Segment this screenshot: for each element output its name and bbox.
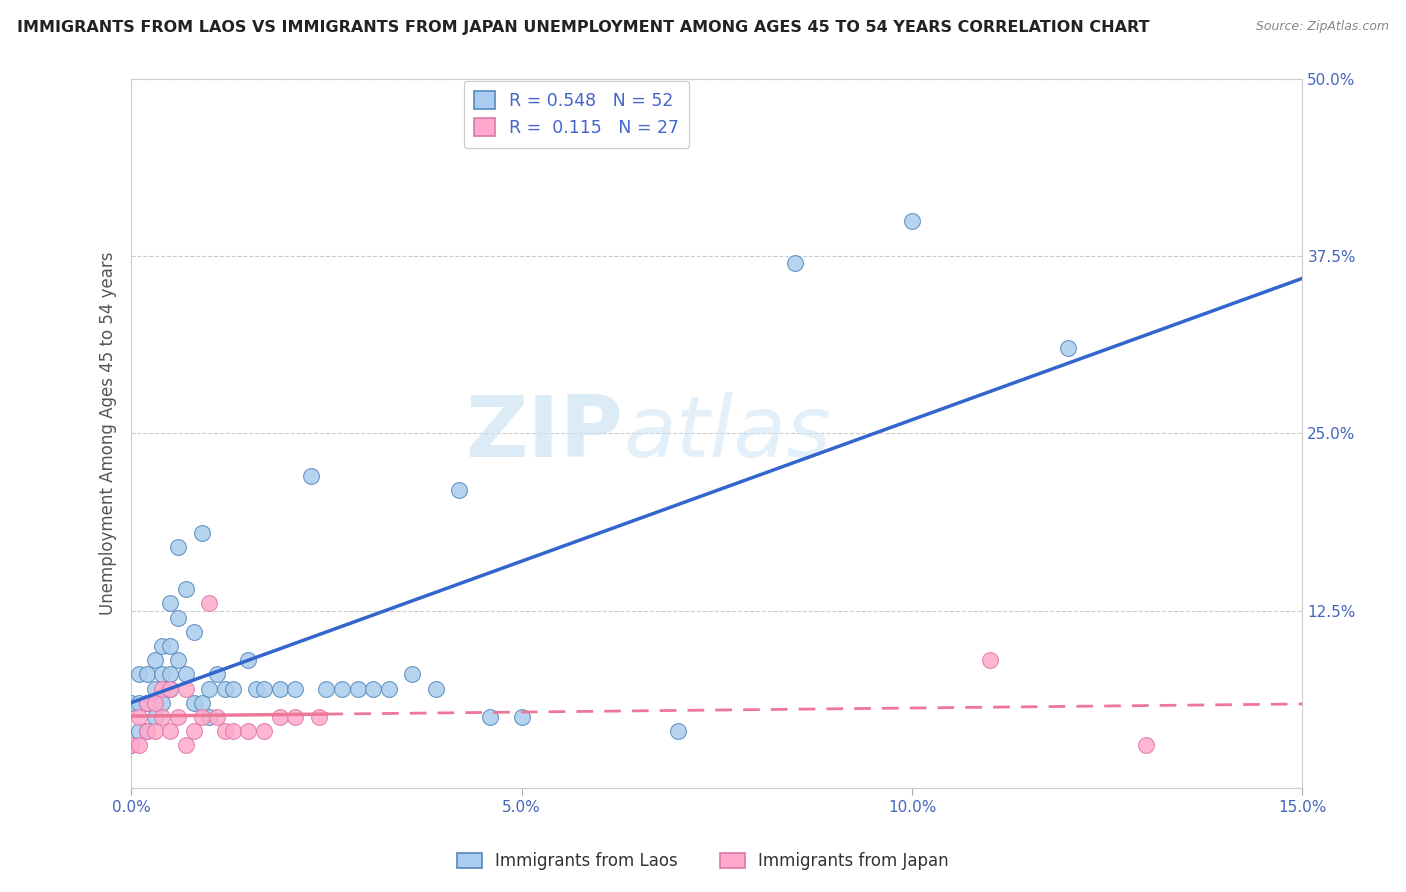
Point xyxy=(143,710,166,724)
Point xyxy=(128,738,150,752)
Point xyxy=(135,696,157,710)
Point xyxy=(152,667,174,681)
Point xyxy=(198,597,221,611)
Point xyxy=(183,624,205,639)
Text: IMMIGRANTS FROM LAOS VS IMMIGRANTS FROM JAPAN UNEMPLOYMENT AMONG AGES 45 TO 54 Y: IMMIGRANTS FROM LAOS VS IMMIGRANTS FROM … xyxy=(17,20,1149,35)
Point xyxy=(128,696,150,710)
Point xyxy=(120,696,142,710)
Point xyxy=(425,681,447,696)
Point xyxy=(205,710,228,724)
Y-axis label: Unemployment Among Ages 45 to 54 years: Unemployment Among Ages 45 to 54 years xyxy=(100,252,117,615)
Point xyxy=(167,710,190,724)
Point xyxy=(979,653,1001,667)
Point xyxy=(159,681,181,696)
Point xyxy=(174,738,197,752)
Point xyxy=(284,710,307,724)
Point xyxy=(135,667,157,681)
Point xyxy=(510,710,533,724)
Text: Source: ZipAtlas.com: Source: ZipAtlas.com xyxy=(1256,20,1389,33)
Legend: Immigrants from Laos, Immigrants from Japan: Immigrants from Laos, Immigrants from Ja… xyxy=(450,846,956,877)
Point xyxy=(214,681,236,696)
Point xyxy=(167,610,190,624)
Point xyxy=(159,667,181,681)
Point xyxy=(143,724,166,739)
Point xyxy=(346,681,368,696)
Point xyxy=(253,724,276,739)
Point xyxy=(159,724,181,739)
Point xyxy=(143,681,166,696)
Point xyxy=(378,681,401,696)
Point xyxy=(214,724,236,739)
Point xyxy=(1057,341,1080,355)
Point xyxy=(152,681,174,696)
Point xyxy=(666,724,689,739)
Point xyxy=(152,696,174,710)
Point xyxy=(783,256,806,270)
Point xyxy=(198,710,221,724)
Point xyxy=(401,667,423,681)
Point xyxy=(222,681,245,696)
Point xyxy=(128,667,150,681)
Point xyxy=(143,696,166,710)
Point xyxy=(152,710,174,724)
Point xyxy=(315,681,337,696)
Point xyxy=(330,681,353,696)
Point xyxy=(269,681,291,696)
Point xyxy=(253,681,276,696)
Point xyxy=(238,724,260,739)
Point xyxy=(167,653,190,667)
Point xyxy=(299,469,322,483)
Point xyxy=(190,525,212,540)
Point xyxy=(174,681,197,696)
Point xyxy=(190,710,212,724)
Point xyxy=(159,639,181,653)
Point xyxy=(159,681,181,696)
Point xyxy=(120,738,142,752)
Point xyxy=(190,696,212,710)
Point xyxy=(152,639,174,653)
Point xyxy=(198,681,221,696)
Point xyxy=(479,710,502,724)
Point xyxy=(135,724,157,739)
Point xyxy=(159,597,181,611)
Point xyxy=(238,653,260,667)
Point xyxy=(143,653,166,667)
Text: atlas: atlas xyxy=(623,392,831,475)
Point xyxy=(174,582,197,597)
Point xyxy=(284,681,307,696)
Point xyxy=(205,667,228,681)
Point xyxy=(128,710,150,724)
Point xyxy=(222,724,245,739)
Legend: R = 0.548   N = 52, R =  0.115   N = 27: R = 0.548 N = 52, R = 0.115 N = 27 xyxy=(464,80,689,147)
Point xyxy=(308,710,330,724)
Point xyxy=(120,738,142,752)
Point xyxy=(167,540,190,554)
Point xyxy=(901,213,924,227)
Point xyxy=(363,681,385,696)
Point xyxy=(128,724,150,739)
Point xyxy=(135,724,157,739)
Point xyxy=(449,483,471,497)
Text: ZIP: ZIP xyxy=(465,392,623,475)
Point xyxy=(245,681,267,696)
Point xyxy=(183,696,205,710)
Point xyxy=(174,667,197,681)
Point xyxy=(269,710,291,724)
Point xyxy=(1135,738,1157,752)
Point xyxy=(183,724,205,739)
Point xyxy=(135,696,157,710)
